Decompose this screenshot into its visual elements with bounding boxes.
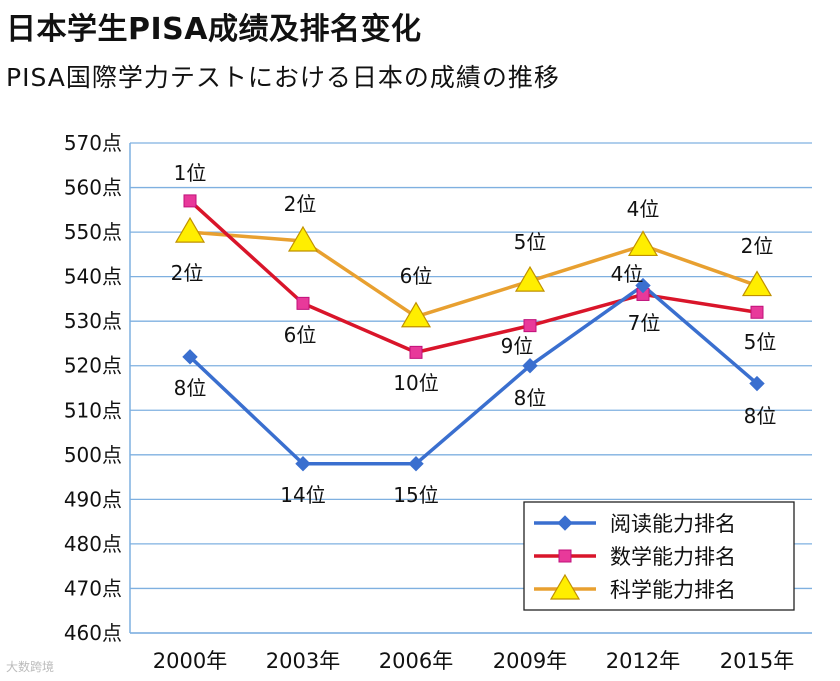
- series-1-point: [750, 305, 764, 319]
- rank-label: 6位: [284, 323, 317, 347]
- series-2-point: [514, 265, 546, 292]
- y-tick-label: 470点: [64, 576, 122, 600]
- series-2-point: [741, 270, 773, 297]
- y-tick-label: 530点: [64, 309, 122, 333]
- legend-marker: [558, 549, 572, 563]
- rank-label: 8位: [514, 386, 547, 410]
- series-1-point: [183, 194, 197, 208]
- rank-label: 4位: [611, 262, 644, 286]
- series-0-point: [295, 456, 311, 472]
- rank-label: 1位: [174, 161, 207, 185]
- rank-label: 5位: [744, 330, 777, 354]
- legend-label: 数学能力排名: [610, 545, 736, 569]
- series-0-point: [749, 375, 765, 392]
- series-2-point: [627, 230, 659, 257]
- legend-marker: [549, 573, 581, 600]
- rank-label: 8位: [744, 404, 777, 428]
- x-tick-label: 2009年: [493, 649, 567, 673]
- rank-label: 4位: [627, 197, 660, 221]
- x-tick-label: 2012年: [606, 649, 680, 673]
- legend-label: 阅读能力排名: [610, 512, 736, 536]
- series-2-point: [287, 225, 319, 252]
- y-tick-label: 500点: [64, 443, 122, 467]
- x-tick-label: 2006年: [379, 649, 453, 673]
- series-1-point: [523, 319, 537, 333]
- series-1-point: [409, 345, 423, 359]
- series-line-2: [189, 230, 758, 319]
- rank-label: 15位: [393, 483, 438, 507]
- y-tick-label: 510点: [64, 398, 122, 422]
- y-tick-label: 480点: [64, 532, 122, 556]
- series-0-point: [635, 277, 651, 294]
- y-tick-label: 540点: [64, 265, 122, 289]
- series-line-1: [188, 199, 758, 355]
- series-line-0: [188, 283, 759, 466]
- rank-label: 2位: [741, 234, 774, 258]
- rank-label: 2位: [284, 192, 317, 216]
- rank-label: 10位: [393, 371, 438, 395]
- rank-label: 6位: [400, 264, 433, 288]
- chart-title: 日本学生PISA成绩及排名变化: [6, 12, 422, 47]
- rank-label: 14位: [280, 483, 325, 507]
- series-0-point: [182, 349, 198, 365]
- rank-label: 7位: [628, 311, 661, 335]
- y-tick-label: 460点: [64, 621, 122, 645]
- y-tick-label: 550点: [64, 220, 122, 244]
- watermark: 大数跨境: [6, 660, 55, 674]
- rank-label: 2位: [171, 261, 204, 285]
- series-2-point: [400, 301, 432, 328]
- rank-label: 9位: [501, 334, 534, 358]
- series-0-point: [408, 456, 424, 472]
- x-tick-label: 2015年: [720, 649, 794, 673]
- y-tick-label: 490点: [64, 487, 122, 511]
- series-2-point: [174, 216, 206, 243]
- x-tick-label: 2003年: [266, 649, 340, 673]
- legend-label: 科学能力排名: [610, 578, 736, 602]
- series-0-point: [522, 358, 538, 374]
- y-tick-label: 520点: [64, 354, 122, 378]
- y-tick-label: 560点: [64, 176, 122, 200]
- rank-label: 5位: [514, 230, 547, 254]
- chart-subtitle: PISA国際学力テストにおける日本の成績の推移: [6, 63, 560, 92]
- legend-marker: [557, 515, 573, 531]
- y-tick-label: 570点: [64, 131, 122, 155]
- rank-label: 8位: [174, 376, 207, 400]
- series-1-point: [296, 296, 310, 310]
- x-tick-label: 2000年: [153, 649, 227, 673]
